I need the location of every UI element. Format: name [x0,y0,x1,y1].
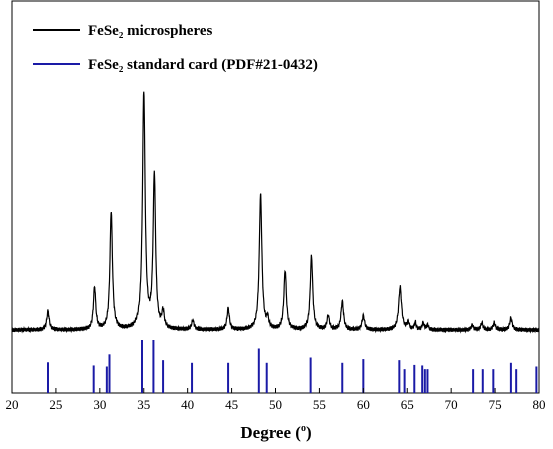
x-axis-tick-label: 80 [533,397,546,412]
x-axis-tick-label: 65 [401,397,414,412]
x-axis-tick-label: 70 [445,397,458,412]
x-axis-tick-label: 55 [313,397,326,412]
legend-label-microspheres: FeSe₂ microspheres [88,23,212,39]
x-axis-ticks: 20 25 30 35 40 45 50 55 60 65 70 75 80 [6,388,546,412]
legend-label-standard-card: FeSe₂ standard card (PDF#21-0432) [88,57,318,73]
x-axis-title-main: Degree ( [240,423,301,442]
x-axis-tick-label: 75 [489,397,502,412]
x-axis-tick-label: 35 [137,397,150,412]
x-axis-tick-label: 20 [6,397,19,412]
x-axis-tick-label: 40 [181,397,194,412]
x-axis-title: Degree (o) [240,423,311,442]
standard-card-sticks [47,340,538,393]
microspheres-pattern-line [11,91,540,334]
x-axis-title-degree: o [301,423,306,434]
x-axis-tick-label: 60 [357,397,370,412]
x-axis-tick-label: 45 [225,397,238,412]
x-axis-title-close: ) [306,423,312,442]
legend: FeSe₂ microspheres FeSe₂ standard card (… [33,23,318,73]
x-axis-tick-label: 25 [49,397,62,412]
x-axis-tick-label: 50 [269,397,282,412]
x-axis-tick-label: 30 [93,397,106,412]
